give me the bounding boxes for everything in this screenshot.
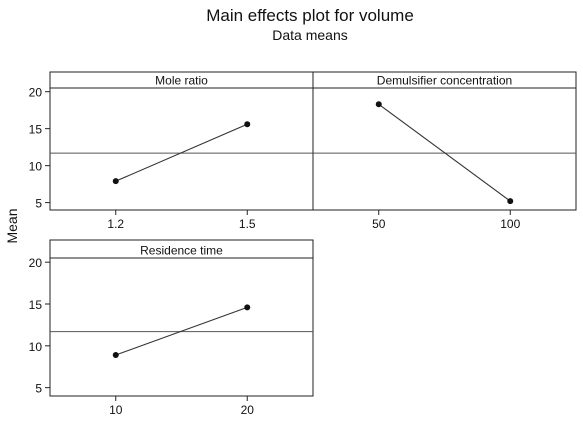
y-tick-label: 15	[29, 123, 43, 137]
chart-subtitle: Data means	[272, 27, 347, 43]
x-tick-label: 10	[109, 403, 123, 417]
y-tick-label: 5	[35, 197, 42, 211]
series-line	[115, 123, 248, 182]
chart-title: Main effects plot for volume	[206, 6, 414, 25]
data-point	[112, 178, 119, 185]
series-line	[378, 103, 511, 202]
x-tick-label: 50	[372, 217, 386, 231]
x-tick-label: 20	[241, 403, 255, 417]
panel-factor-label: Residence time	[140, 244, 223, 258]
panel-frame	[49, 71, 314, 211]
y-tick-label: 20	[29, 86, 43, 100]
y-tick-label: 10	[29, 340, 43, 354]
x-tick-label: 1.5	[239, 217, 256, 231]
y-tick-label: 10	[29, 160, 43, 174]
series-line	[115, 306, 248, 356]
panels-layer: 5 10 15 20 5 10 15 20 Mole ratio 1.2 1.5 Demulsifie…	[29, 71, 577, 417]
data-point	[375, 101, 382, 108]
x-tick-label: 100	[500, 217, 520, 231]
y-tick-label: 15	[29, 298, 43, 312]
panel-factor-label: Demulsifier concentration	[377, 74, 512, 88]
y-tick-label: 20	[29, 256, 43, 270]
data-point	[112, 352, 119, 359]
x-tick-label: 1.2	[107, 217, 124, 231]
panel-frame	[312, 71, 577, 211]
data-point	[244, 121, 251, 128]
data-point	[507, 198, 514, 205]
panel-factor-label: Mole ratio	[155, 74, 208, 88]
y-axis-label: Mean	[4, 208, 20, 243]
y-tick-label: 5	[35, 382, 42, 396]
data-point	[244, 304, 251, 311]
panel-frame	[49, 239, 314, 397]
